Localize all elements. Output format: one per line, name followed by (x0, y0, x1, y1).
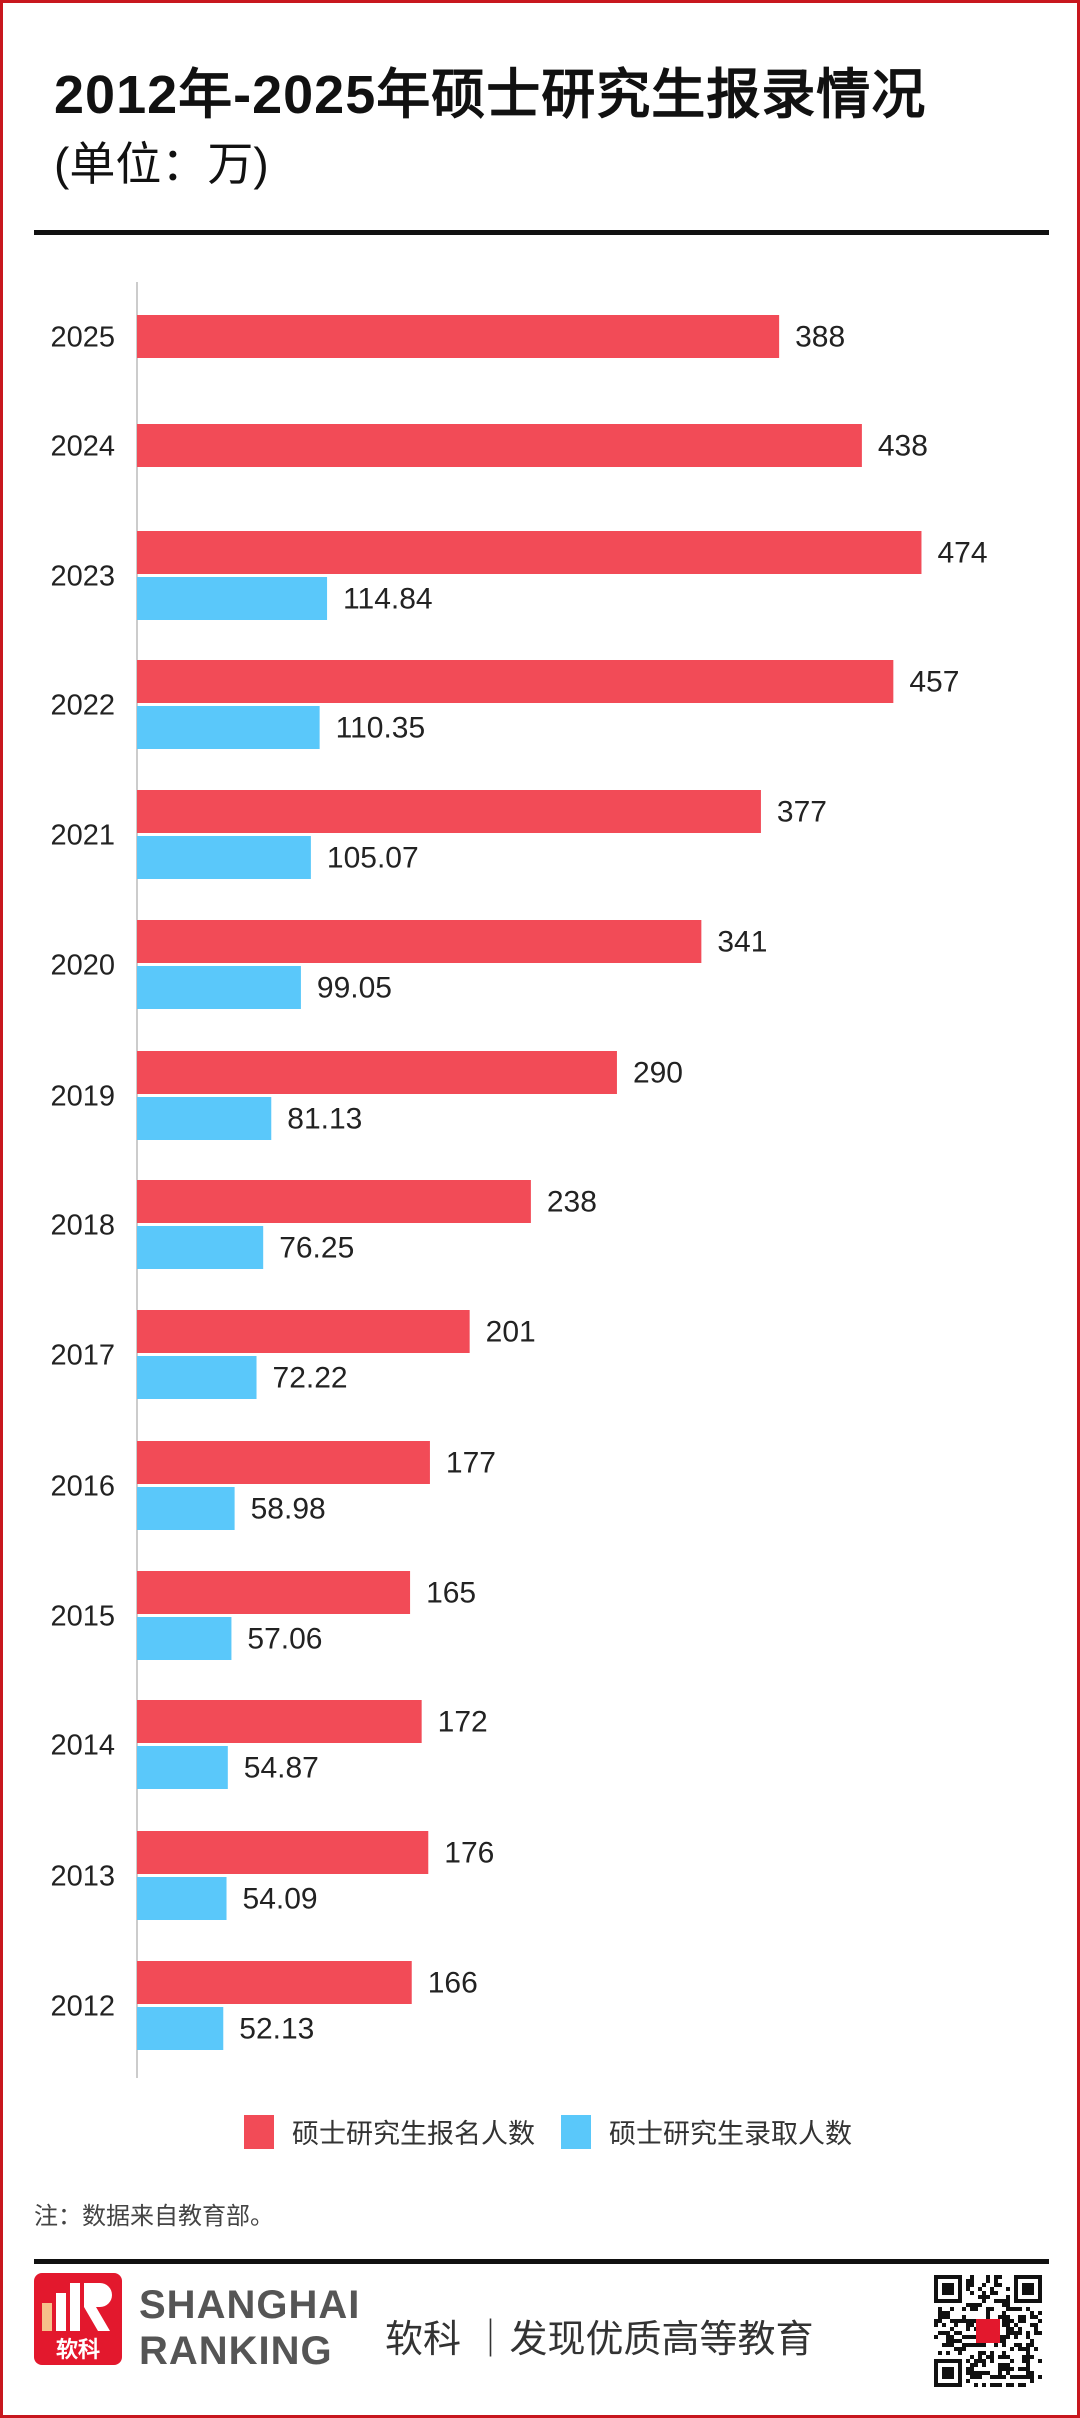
value-label: 201 (486, 1316, 536, 1349)
chart-unit: (单位：万) (54, 138, 269, 190)
year-label: 2022 (50, 690, 115, 722)
year-label: 2017 (50, 1340, 115, 1372)
bar-applicants (137, 531, 922, 574)
year-label: 2019 (50, 1081, 115, 1113)
year-label: 2023 (50, 561, 115, 593)
legend-swatch-blue (561, 2114, 591, 2149)
value-label: 457 (909, 666, 959, 699)
legend-label: 硕士研究生报名人数 (292, 2119, 535, 2149)
footer-divider (34, 2259, 1049, 2264)
bar-admitted (137, 1097, 272, 1140)
bar-admitted (137, 1487, 235, 1530)
shanghai-ranking-logo: 软科 (34, 2273, 122, 2365)
legend-label: 硕士研究生录取人数 (609, 2119, 852, 2149)
value-label: 341 (717, 926, 767, 959)
value-label: 110.35 (336, 712, 426, 745)
year-label: 2020 (50, 950, 115, 982)
slogan: 软科 ｜发现优质高等教育 (385, 2319, 814, 2361)
value-label: 54.09 (243, 1883, 318, 1916)
year-label: 2016 (50, 1471, 115, 1503)
year-label: 2025 (50, 322, 115, 354)
value-label: 290 (633, 1057, 683, 1090)
legend-swatch-red (244, 2114, 274, 2149)
year-label: 2024 (50, 431, 115, 463)
value-label: 474 (937, 537, 987, 570)
bar-admitted (137, 1746, 228, 1789)
bar-applicants (137, 1831, 429, 1874)
legend-item-admitted: 硕士研究生录取人数 (561, 2112, 852, 2151)
year-label: 2013 (50, 1861, 115, 1893)
qr-code (934, 2275, 1042, 2387)
value-label: 165 (426, 1577, 476, 1610)
bar-applicants (137, 1700, 422, 1743)
bar-applicants (137, 1571, 411, 1614)
year-label: 2014 (50, 1730, 115, 1762)
value-label: 176 (444, 1837, 494, 1870)
legend-item-applicants: 硕士研究生报名人数 (244, 2112, 535, 2151)
bar-admitted (137, 1617, 232, 1660)
bar-admitted (137, 1356, 257, 1399)
top-divider (34, 230, 1049, 235)
value-label: 54.87 (244, 1752, 319, 1785)
value-label: 57.06 (247, 1623, 322, 1656)
bar-admitted (137, 836, 311, 879)
brand-line-1: SHANGHAI (139, 2283, 361, 2327)
year-label: 2015 (50, 1601, 115, 1633)
bar-applicants (137, 660, 894, 703)
value-label: 172 (438, 1706, 488, 1739)
value-label: 166 (428, 1967, 478, 2000)
brand-name: SHANGHAI RANKING (139, 2282, 360, 2374)
svg-text:软科: 软科 (56, 2337, 100, 2363)
bar-applicants (137, 1051, 617, 1094)
bar-applicants (137, 790, 761, 833)
value-label: 58.98 (251, 1493, 326, 1526)
bar-applicants (137, 1180, 531, 1223)
value-label: 114.84 (343, 583, 433, 616)
bar-applicants (137, 424, 862, 467)
bar-applicants (137, 1310, 470, 1353)
value-label: 105.07 (327, 842, 419, 875)
value-label: 388 (795, 321, 845, 354)
bar-admitted (137, 706, 320, 749)
bar-admitted (137, 2007, 224, 2050)
value-label: 238 (547, 1186, 597, 1219)
value-label: 377 (777, 796, 827, 829)
bar-applicants (137, 920, 702, 963)
value-label: 52.13 (239, 2013, 314, 2046)
value-label: 76.25 (279, 1232, 354, 1265)
value-label: 72.22 (273, 1362, 348, 1395)
brand-line-2: RANKING (139, 2329, 333, 2373)
bar-admitted (137, 966, 301, 1009)
bar-applicants (137, 1441, 430, 1484)
year-label: 2018 (50, 1210, 115, 1242)
bar-applicants (137, 315, 780, 358)
chart-title: 2012年-2025年硕士研究生报录情况 (54, 65, 927, 125)
value-label: 438 (878, 430, 928, 463)
value-label: 177 (446, 1447, 496, 1480)
bar-chart: 2025 388 2024 438 2023 474 114.84 2022 457 110.35… (50, 282, 988, 2078)
bar-applicants (137, 1961, 412, 2004)
bar-admitted (137, 1226, 264, 1269)
year-label: 2021 (50, 820, 115, 852)
bar-admitted (137, 1877, 227, 1920)
bar-admitted (137, 577, 328, 620)
source-note: 注：数据来自教育部。 (34, 2203, 274, 2230)
value-label: 81.13 (287, 1103, 362, 1136)
year-label: 2012 (50, 1991, 115, 2023)
value-label: 99.05 (317, 972, 392, 1005)
